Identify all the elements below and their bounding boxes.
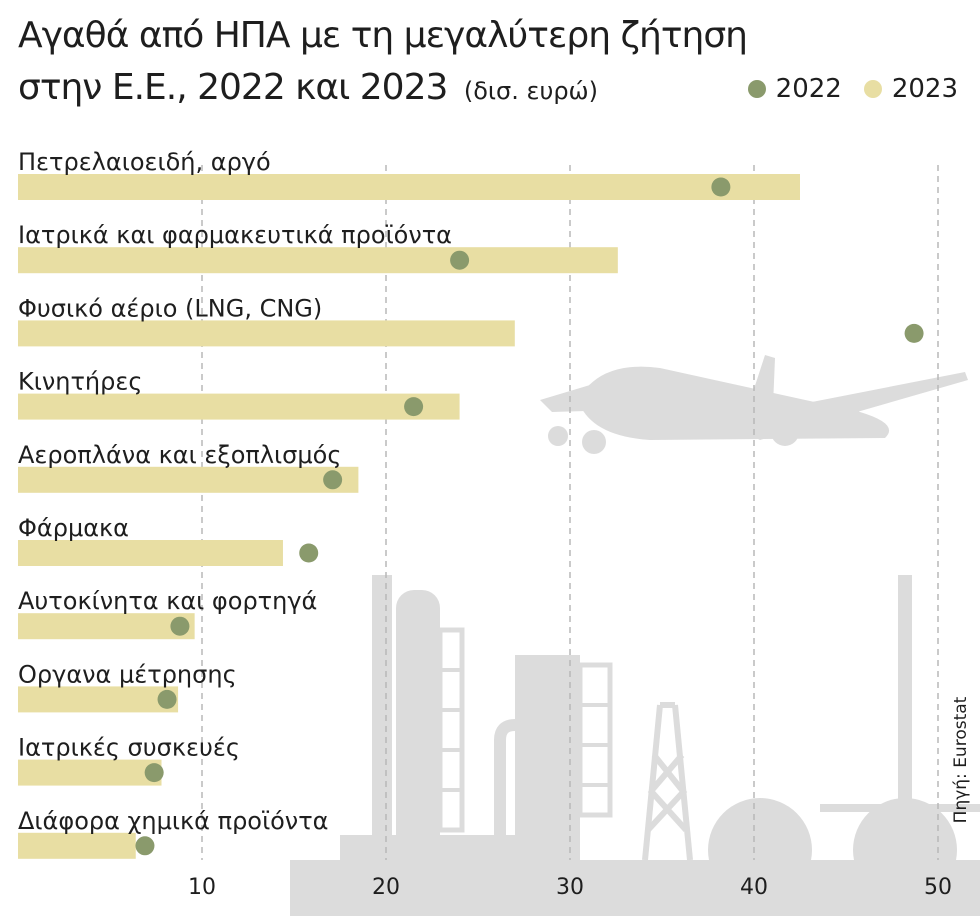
airplane-icon — [540, 355, 968, 454]
dot-2022 — [711, 177, 731, 197]
dot-2022 — [450, 250, 470, 270]
bar-2023 — [18, 247, 618, 274]
grid-lines — [201, 165, 939, 860]
category-label: Αεροπλάνα και εξοπλισμός — [18, 441, 341, 469]
dot-2022 — [170, 616, 190, 636]
category-label: Κινητήρες — [18, 368, 142, 396]
category-label: Ιατρικά και φαρμακευτικά προϊόντα — [18, 221, 452, 249]
chart-title: Αγαθά από ΗΠΑ με τη μεγαλύτερη ζήτηση στ… — [18, 10, 748, 117]
legend-label-2023: 2023 — [891, 74, 958, 104]
bar-2023 — [18, 174, 800, 200]
dot-2022 — [135, 836, 155, 856]
bar-2023 — [18, 832, 136, 859]
title-line-2: στην Ε.Ε., 2022 και 2023 — [18, 67, 448, 108]
legend-swatch-2022 — [747, 80, 766, 98]
bar-2023 — [18, 320, 515, 347]
bar-2023 — [18, 393, 460, 420]
bar-2023 — [18, 613, 195, 640]
category-label: Ιατρικές συσκευές — [18, 734, 240, 762]
category-label: Αυτοκίνητα και φορτηγά — [18, 587, 317, 615]
legend-label-2022: 2022 — [775, 74, 842, 104]
category-labels: Πετρελαιοειδή, αργό Ιατρικά και φαρμακευτ… — [18, 148, 452, 835]
legend: 2022 2023 — [747, 74, 958, 104]
dot-2022 — [323, 470, 343, 490]
legend-item-2022: 2022 — [747, 74, 842, 104]
x-tick-label: 50 — [924, 875, 952, 900]
x-tick-label: 30 — [556, 875, 584, 900]
legend-swatch-2023 — [863, 80, 882, 98]
dot-2022 — [404, 397, 424, 417]
legend-item-2023: 2023 — [863, 74, 958, 104]
category-label: Οργανα μέτρησης — [18, 660, 237, 688]
category-label: Πετρελαιοειδή, αργό — [18, 148, 271, 176]
title-unit: (δισ. ευρώ) — [463, 77, 599, 105]
category-label: Φυσικό αέριο (LNG, CNG) — [18, 294, 322, 322]
dot-2022 — [904, 323, 924, 343]
category-label: Φάρμακα — [18, 514, 129, 542]
dot-2022 — [299, 543, 319, 563]
x-tick-label: 20 — [372, 875, 400, 900]
source-note: Πηγή: Eurostat — [951, 696, 971, 824]
bars-2023 — [18, 174, 800, 859]
title-line-1: Αγαθά από ΗΠΑ με τη μεγαλύτερη ζήτηση — [18, 15, 748, 56]
x-tick-labels: 10 20 30 40 50 — [188, 875, 952, 900]
refinery-icon — [290, 575, 980, 916]
bar-2023 — [18, 466, 359, 493]
dots-2022 — [135, 177, 924, 856]
bar-2023 — [18, 540, 283, 566]
category-label: Διάφορα χημικά προϊόντα — [18, 807, 328, 835]
dot-2022 — [157, 689, 177, 709]
x-tick-label: 40 — [740, 875, 768, 900]
bar-2023 — [18, 759, 162, 786]
dot-2022 — [144, 763, 164, 783]
x-tick-label: 10 — [188, 875, 216, 900]
bar-2023 — [18, 686, 179, 713]
